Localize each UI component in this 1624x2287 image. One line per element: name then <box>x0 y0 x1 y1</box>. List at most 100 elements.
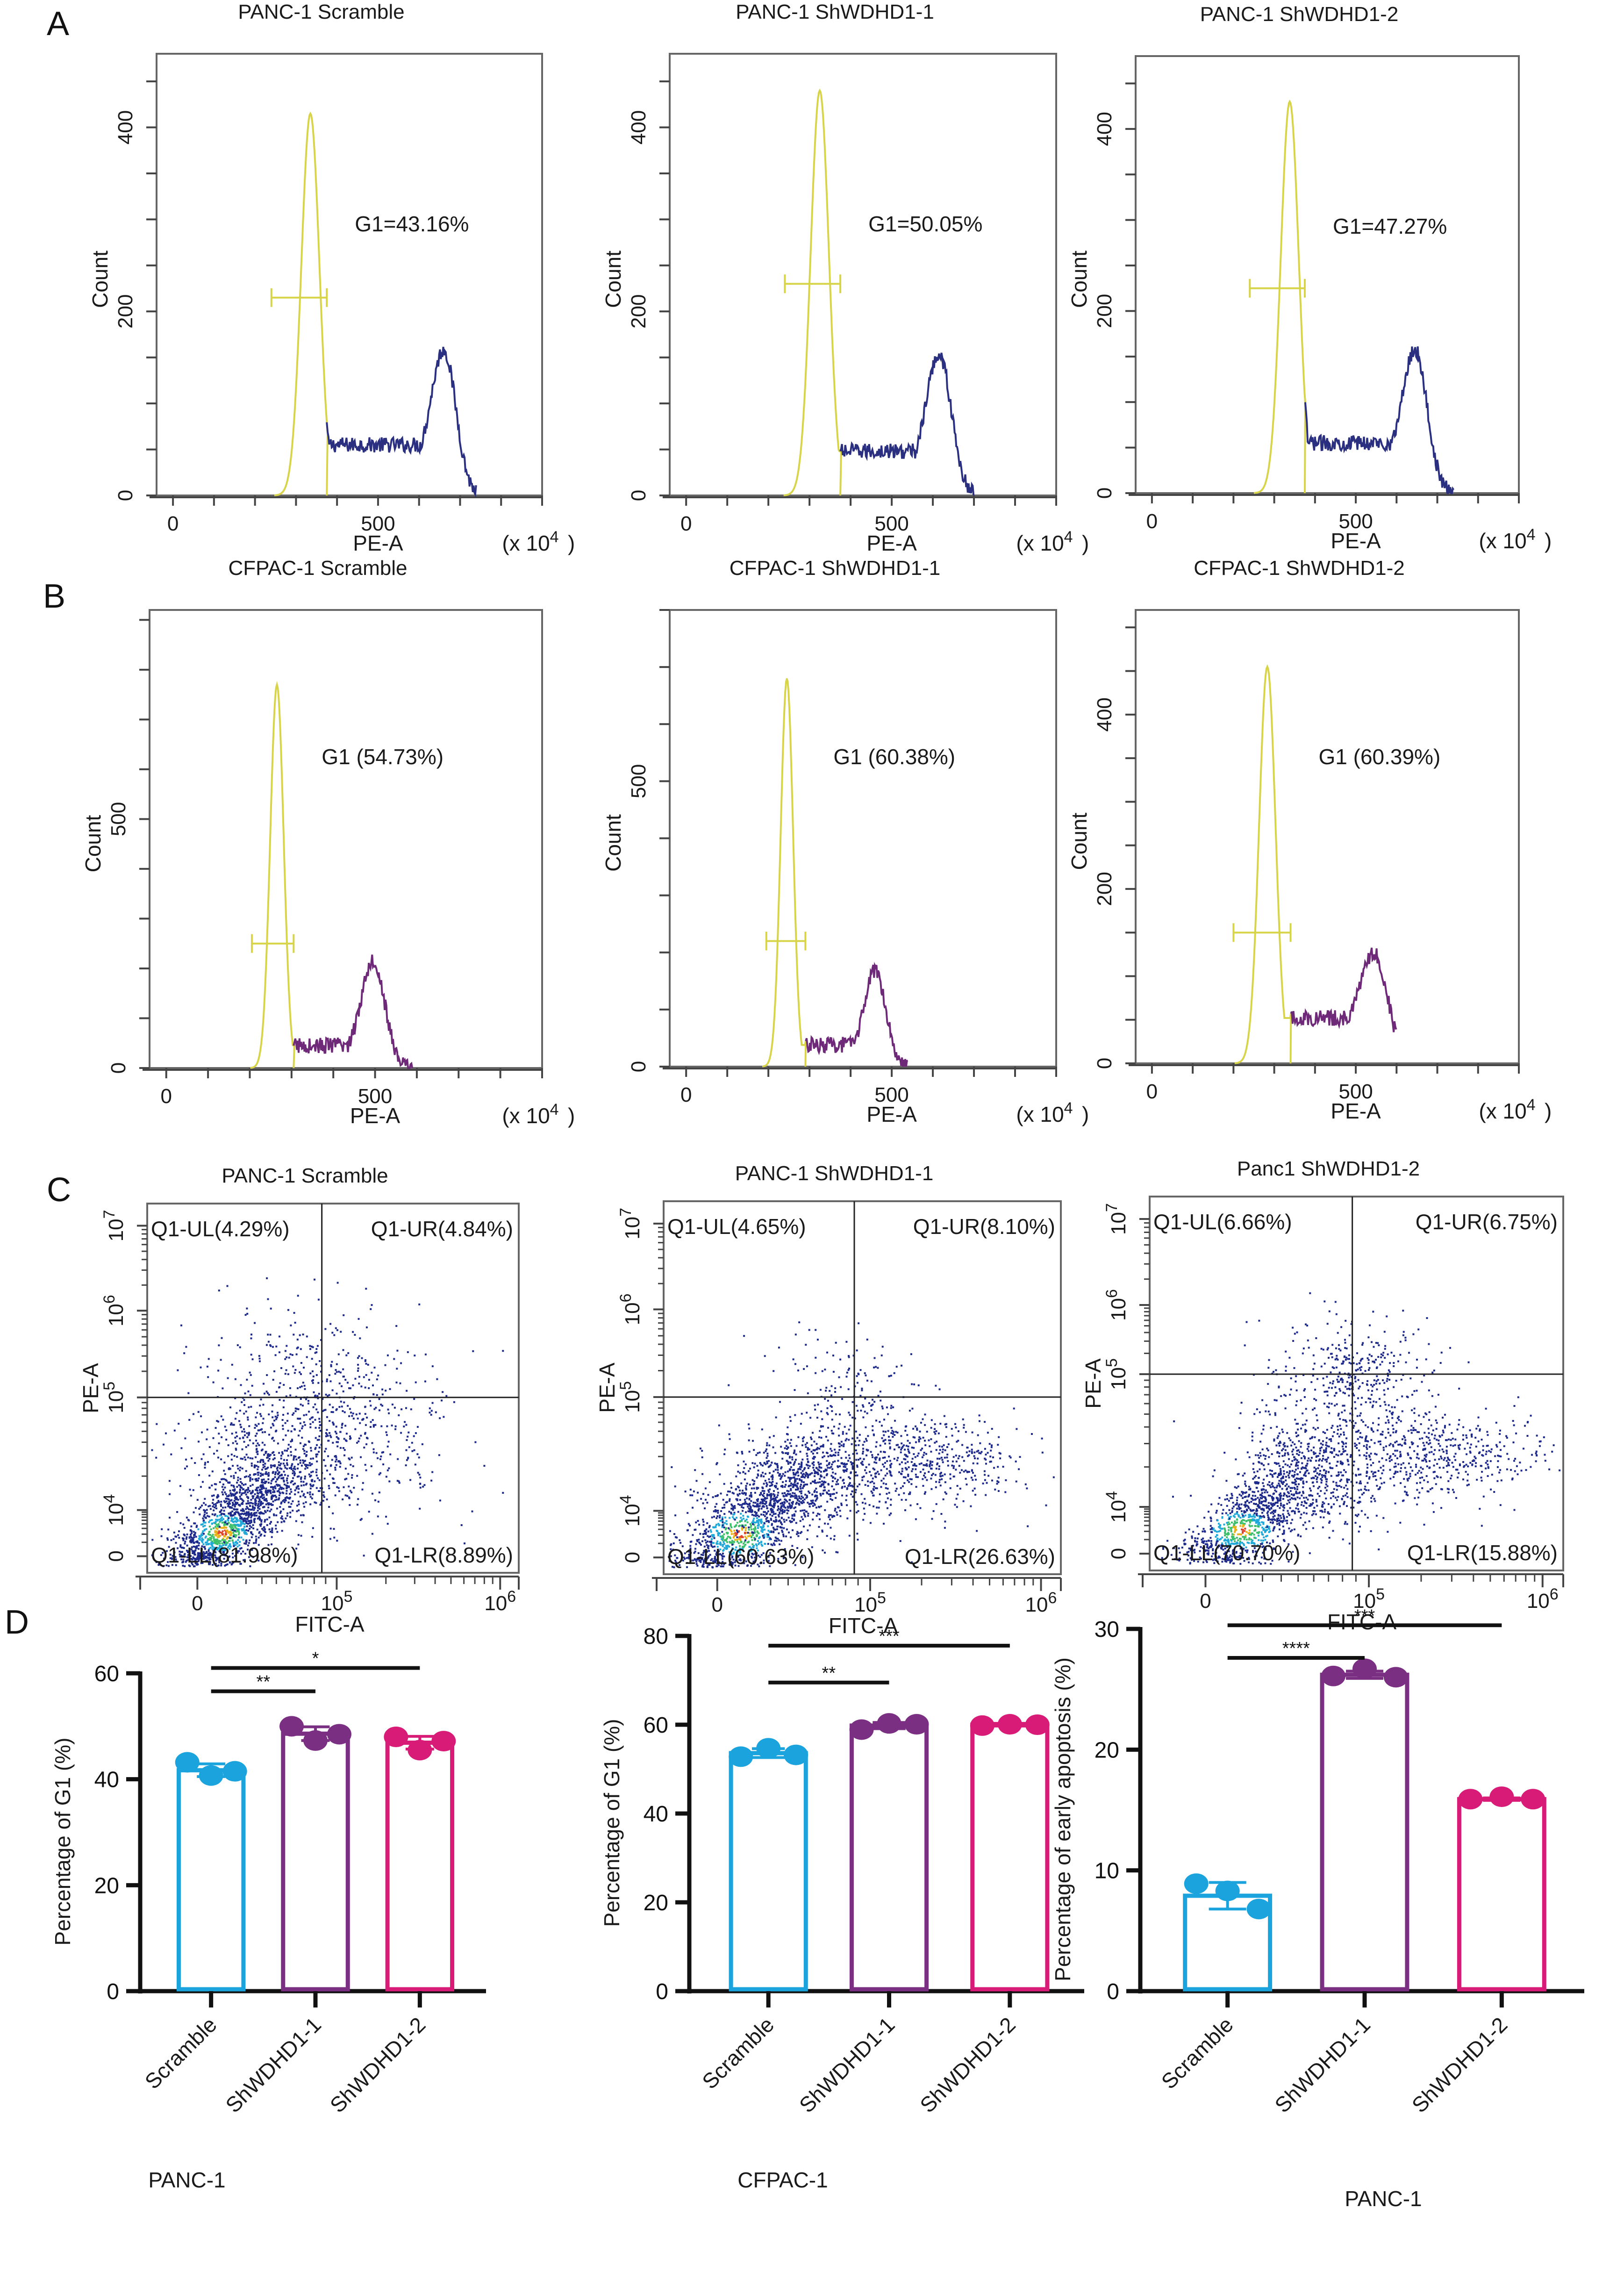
event-dot <box>229 1468 231 1470</box>
event-dot <box>306 1335 308 1338</box>
event-dot <box>302 1494 305 1497</box>
event-dot <box>944 1527 946 1529</box>
event-dot <box>208 1521 210 1523</box>
event-dot <box>218 1442 220 1444</box>
event-dot <box>283 1470 285 1473</box>
event-dot <box>187 1554 189 1556</box>
event-dot <box>184 1553 186 1555</box>
event-dot <box>918 1441 920 1443</box>
event-dot <box>285 1499 287 1502</box>
event-dot <box>855 1471 857 1474</box>
event-dot <box>750 1547 752 1549</box>
event-dot <box>253 1506 256 1509</box>
event-dot <box>765 1473 766 1475</box>
event-dot <box>799 1468 801 1470</box>
event-dot <box>284 1467 286 1469</box>
event-dot <box>286 1412 289 1415</box>
event-dot <box>876 1506 878 1509</box>
event-dot <box>793 1464 795 1466</box>
event-dot <box>851 1463 853 1465</box>
event-dot <box>802 1485 805 1488</box>
event-dot <box>363 1447 365 1448</box>
event-dot <box>343 1314 345 1316</box>
event-dot <box>269 1503 271 1506</box>
event-dot <box>334 1431 336 1433</box>
event-dot <box>239 1515 242 1518</box>
event-dot <box>215 1540 217 1542</box>
event-dot <box>838 1423 841 1425</box>
event-dot <box>331 1459 333 1461</box>
event-dot <box>786 1500 788 1503</box>
event-dot <box>211 1541 213 1544</box>
event-dot <box>245 1470 247 1472</box>
event-dot <box>278 1476 280 1478</box>
event-dot <box>770 1543 773 1546</box>
event-dot <box>299 1471 301 1473</box>
event-dot <box>229 1490 231 1492</box>
event-dot <box>773 1542 775 1545</box>
event-dot <box>715 1524 717 1526</box>
event-dot <box>748 1427 751 1430</box>
event-dot <box>225 1493 227 1495</box>
event-dot <box>823 1455 825 1457</box>
event-dot <box>732 1558 735 1561</box>
event-dot <box>882 1440 885 1442</box>
event-dot <box>236 1519 238 1521</box>
event-dot <box>202 1539 204 1541</box>
event-dot <box>292 1477 294 1479</box>
event-dot <box>184 1565 186 1567</box>
event-dot <box>256 1425 258 1427</box>
plot-frame <box>1135 609 1520 1064</box>
event-dot <box>243 1456 246 1458</box>
event-dot <box>816 1417 818 1419</box>
event-dot <box>968 1471 970 1473</box>
event-dot <box>232 1514 235 1516</box>
event-dot <box>741 1452 744 1455</box>
event-dot <box>821 1418 823 1420</box>
event-dot <box>264 1465 266 1468</box>
event-dot <box>419 1483 422 1485</box>
event-dot <box>268 1489 270 1491</box>
event-dot <box>775 1482 778 1484</box>
event-dot <box>840 1457 843 1459</box>
event-dot <box>221 1539 223 1541</box>
event-dot <box>810 1436 812 1439</box>
event-dot <box>873 1489 875 1491</box>
event-dot <box>786 1448 788 1450</box>
event-dot <box>706 1541 708 1542</box>
event-dot <box>372 1451 375 1454</box>
event-dot <box>751 1549 753 1551</box>
event-dot <box>788 1531 790 1534</box>
event-dot <box>406 1390 408 1392</box>
event-dot <box>901 1446 904 1448</box>
event-dot <box>777 1491 780 1494</box>
event-dot <box>760 1513 762 1516</box>
event-dot <box>216 1565 219 1567</box>
event-dot <box>205 1541 207 1544</box>
event-dot <box>733 1535 735 1537</box>
event-dot <box>725 1540 727 1542</box>
event-dot <box>241 1518 243 1520</box>
event-dot <box>272 1486 275 1488</box>
event-dot <box>239 1563 242 1565</box>
event-dot <box>231 1519 233 1521</box>
event-dot <box>295 1486 298 1489</box>
event-dot <box>748 1546 751 1548</box>
event-dot <box>228 1532 230 1534</box>
event-dot <box>220 1505 222 1507</box>
event-dot <box>807 1515 809 1517</box>
event-dot <box>915 1425 917 1427</box>
event-dot <box>780 1485 782 1487</box>
event-dot <box>218 1534 220 1536</box>
event-dot <box>717 1564 720 1566</box>
event-dot <box>791 1458 794 1461</box>
event-dot <box>945 1423 947 1425</box>
event-dot <box>263 1383 265 1385</box>
event-dot <box>745 1488 747 1491</box>
event-dot <box>800 1423 802 1425</box>
event-dot <box>358 1440 360 1442</box>
event-dot <box>804 1515 807 1518</box>
event-dot <box>212 1502 214 1504</box>
event-dot <box>279 1386 281 1388</box>
